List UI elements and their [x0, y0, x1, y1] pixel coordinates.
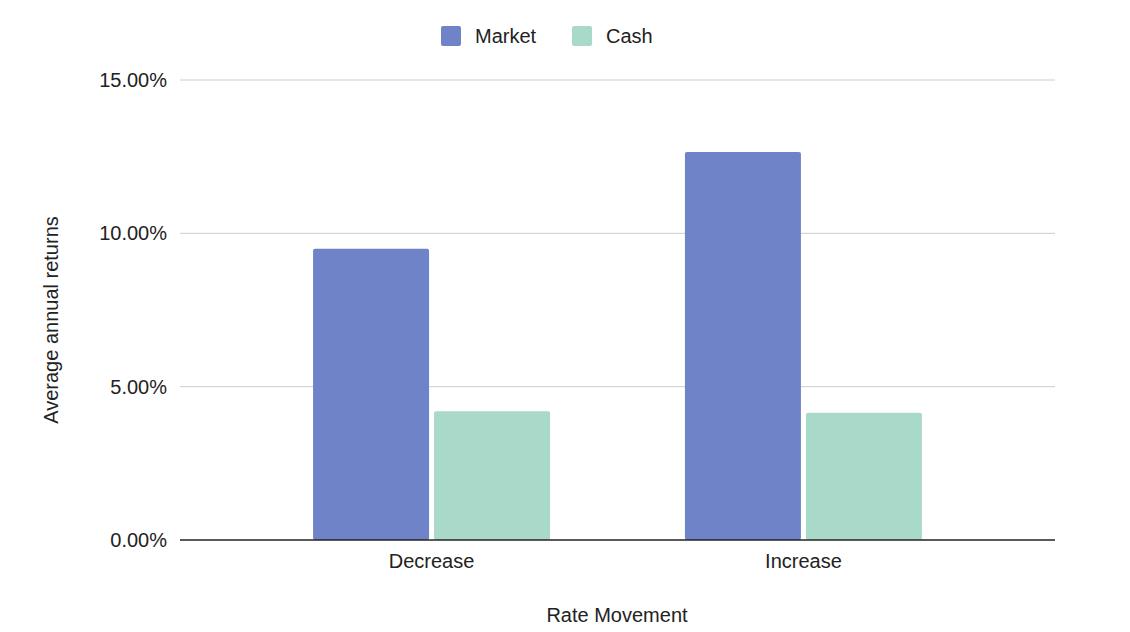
x-axis-line	[180, 539, 1055, 541]
chart-svg: 0.00% 5.00% 10.00% 15.00% Decrease Increase Ra…	[0, 0, 1130, 632]
grid	[180, 80, 1055, 387]
legend-swatch	[572, 26, 592, 46]
x-axis-title: Rate Movement	[546, 604, 688, 626]
x-tick-label: Decrease	[389, 550, 475, 572]
legend-swatch	[441, 26, 461, 46]
bar	[685, 152, 801, 540]
grid-line	[180, 386, 1055, 387]
y-tick-label: 5.00%	[110, 376, 167, 398]
bars	[313, 152, 922, 540]
y-axis-title: Average annual returns	[40, 216, 62, 424]
legend: Market Cash	[441, 25, 653, 47]
bar	[806, 413, 922, 540]
grid-line	[180, 80, 1055, 81]
legend-label: Cash	[606, 25, 653, 47]
chart-container: 0.00% 5.00% 10.00% 15.00% Decrease Increase Ra…	[0, 0, 1130, 632]
y-tick-label: 0.00%	[110, 529, 167, 551]
bar	[434, 411, 550, 540]
legend-label: Market	[475, 25, 537, 47]
bar	[313, 249, 429, 540]
grid-line	[180, 233, 1055, 234]
x-tick-label: Increase	[765, 550, 842, 572]
y-tick-label: 10.00%	[99, 222, 167, 244]
y-tick-label: 15.00%	[99, 69, 167, 91]
